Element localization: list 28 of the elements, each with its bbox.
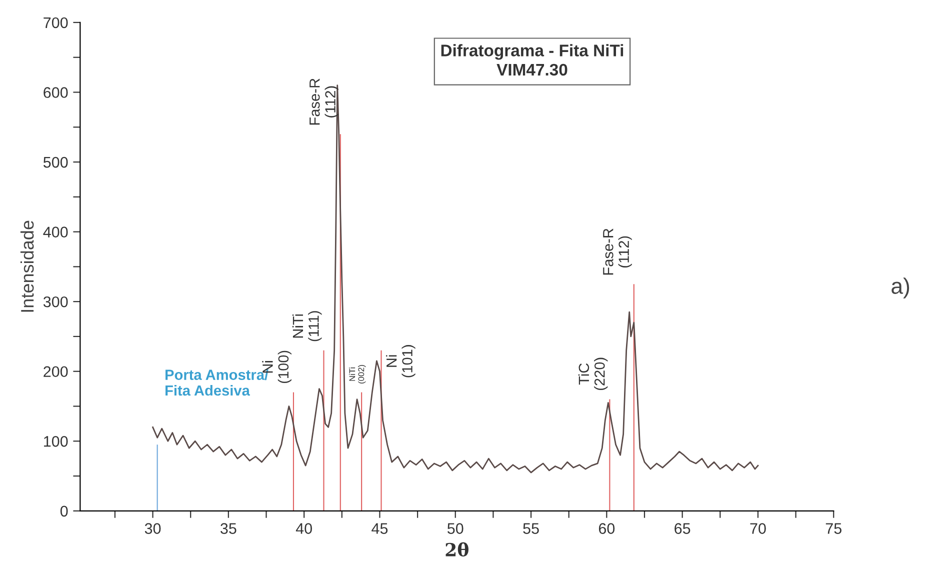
y-tick-label: 300	[43, 296, 68, 308]
y-tick-label: 400	[43, 226, 68, 238]
x-tick-label: 70	[750, 523, 766, 534]
annotation: NiTi (002)	[349, 365, 366, 384]
y-tick-label: 700	[44, 17, 68, 28]
x-tick-label: 50	[447, 523, 464, 534]
y-axis-title: Intensidade	[20, 220, 34, 312]
x-tick-label: 75	[826, 523, 842, 534]
x-tick-label: 40	[296, 523, 312, 534]
text: Difratograma - Fita NiTi VIM47.30	[441, 44, 624, 76]
x-tick-label: 35	[220, 523, 236, 534]
y-tick-label: 500	[43, 156, 68, 168]
y-tick-label: 0	[60, 506, 68, 517]
annotation: Fase-R (112)	[603, 228, 632, 275]
x-tick-label: 30	[144, 523, 161, 534]
annotation: Fase-R (112)	[310, 78, 338, 125]
text: a)	[892, 278, 910, 298]
y-tick-label: 200	[44, 366, 68, 378]
annotation: Ni (101)	[386, 345, 416, 378]
annotation: TiC (220)	[578, 358, 608, 390]
x-tick-label: 60	[598, 523, 615, 534]
x-axis-title: 2θ	[446, 542, 468, 557]
y-tick-label: 100	[44, 436, 68, 447]
annotation: NiTi (111)	[292, 311, 322, 342]
y-tick-label: 600	[44, 87, 68, 98]
x-tick-label: 55	[523, 523, 539, 534]
x-tick-label: 45	[372, 523, 388, 534]
x-tick-label: 65	[674, 523, 690, 534]
